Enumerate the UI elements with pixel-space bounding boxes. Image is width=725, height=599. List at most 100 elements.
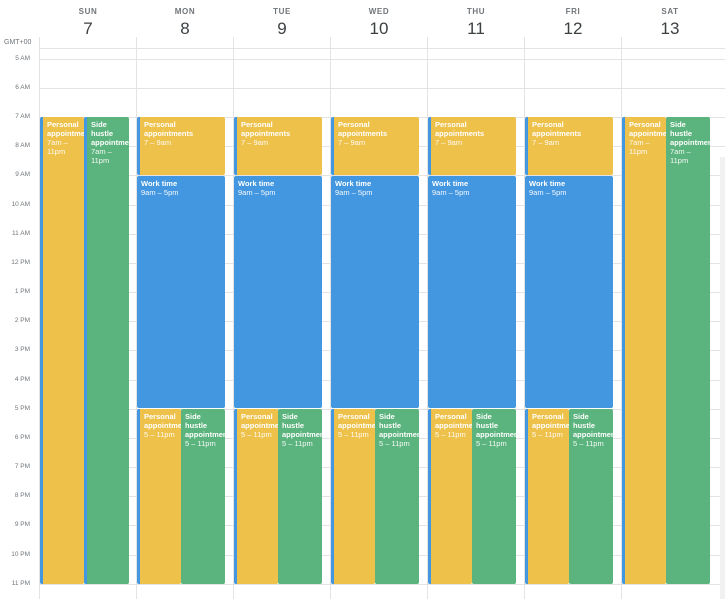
day-number[interactable]: 9 <box>277 19 287 38</box>
event-time: 7 – 9am <box>144 138 172 147</box>
event-side-hustle-appointments[interactable]: Side hustle appointments 5 – 11pm <box>472 409 516 584</box>
day-divider <box>427 37 428 599</box>
day-header-tue[interactable]: TUE 9 <box>234 0 330 48</box>
day-header-thu[interactable]: THU 11 <box>428 0 524 48</box>
hour-label: 1 PM <box>14 288 30 295</box>
event-personal-appointments[interactable]: Personal appointments 5 – 11pm <box>525 409 569 584</box>
event-side-hustle-appointments[interactable]: Side hustle appointments 5 – 11pm <box>278 409 322 584</box>
scrollbar-track[interactable] <box>720 157 725 599</box>
day-header-mon[interactable]: MON 8 <box>137 0 233 48</box>
hour-line <box>39 88 725 89</box>
event-title: Side hustle appointments <box>282 412 322 439</box>
day-divider <box>136 37 137 599</box>
day-header-wed[interactable]: WED 10 <box>331 0 427 48</box>
event-title: Work time <box>529 179 566 188</box>
event-work-time[interactable]: Work time 9am – 5pm <box>331 176 419 408</box>
day-of-week: FRI <box>565 7 581 16</box>
day-of-week: TUE <box>273 7 291 16</box>
day-divider <box>39 37 40 599</box>
event-time: 9am – 5pm <box>238 188 276 197</box>
event-side-hustle-appointments[interactable]: Side hustle appointments 7am – 11pm <box>666 117 710 584</box>
day-number[interactable]: 12 <box>563 19 583 38</box>
event-personal-appointments[interactable]: Personal appointments 5 – 11pm <box>137 409 181 584</box>
event-title: Personal appointments <box>338 120 388 138</box>
event-title: Work time <box>335 179 372 188</box>
event-personal-appointments[interactable]: Personal appointments 7am – 11pm <box>40 117 84 584</box>
hour-label: 8 PM <box>14 492 30 499</box>
event-title: Work time <box>432 179 469 188</box>
hour-label: 9 PM <box>14 521 30 528</box>
event-personal-appointments[interactable]: Personal appointments 5 – 11pm <box>331 409 375 584</box>
event-personal-appointments[interactable]: Personal appointments 5 – 11pm <box>428 409 472 584</box>
day-number[interactable]: 10 <box>369 19 389 38</box>
event-time: 7 – 9am <box>338 138 366 147</box>
hour-label: 7 PM <box>14 463 30 470</box>
day-header-sat[interactable]: SAT 13 <box>622 0 718 48</box>
event-title: Work time <box>238 179 275 188</box>
event-time: 9am – 5pm <box>432 188 470 197</box>
event-time: 5 – 11pm <box>532 430 563 439</box>
day-of-week: SUN <box>78 7 98 16</box>
event-personal-appointments[interactable]: Personal appointments 7am – 11pm <box>622 117 666 584</box>
event-personal-appointments[interactable]: Personal appointments 7 – 9am <box>525 117 613 175</box>
event-personal-appointments[interactable]: Personal appointments 7 – 9am <box>428 117 516 175</box>
grid-top-line <box>39 48 725 49</box>
day-divider <box>524 37 525 599</box>
event-time: 7 – 9am <box>532 138 560 147</box>
hour-label: 10 PM <box>11 551 30 558</box>
event-title: Side hustle appointments <box>379 412 419 439</box>
day-of-week: MON <box>174 7 196 16</box>
event-time: 5 – 11pm <box>185 439 216 448</box>
day-header-sun[interactable]: SUN 7 <box>40 0 136 48</box>
day-divider <box>330 37 331 599</box>
day-number[interactable]: 13 <box>660 19 680 38</box>
event-time: 7 – 9am <box>241 138 269 147</box>
hour-line <box>39 584 725 585</box>
event-work-time[interactable]: Work time 9am – 5pm <box>525 176 613 408</box>
event-time: 5 – 11pm <box>435 430 466 439</box>
event-title: Side hustle appointments <box>185 412 225 439</box>
event-side-hustle-appointments[interactable]: Side hustle appointments 7am – 11pm <box>84 117 129 584</box>
event-time: 5 – 11pm <box>144 430 175 439</box>
event-side-hustle-appointments[interactable]: Side hustle appointments 5 – 11pm <box>375 409 419 584</box>
event-work-time[interactable]: Work time 9am – 5pm <box>428 176 516 408</box>
event-title: Side hustle appointments <box>91 120 129 147</box>
event-title: Personal appointments <box>338 412 375 430</box>
event-title: Side hustle appointments <box>573 412 613 439</box>
event-time: 5 – 11pm <box>379 439 410 448</box>
day-divider <box>233 37 234 599</box>
day-number[interactable]: 7 <box>83 19 93 38</box>
event-work-time[interactable]: Work time 9am – 5pm <box>234 176 322 408</box>
event-personal-appointments[interactable]: Personal appointments 7 – 9am <box>234 117 322 175</box>
event-time: 7am – 11pm <box>629 138 650 156</box>
event-personal-appointments[interactable]: Personal appointments 7 – 9am <box>331 117 419 175</box>
event-personal-appointments[interactable]: Personal appointments 7 – 9am <box>137 117 225 175</box>
event-side-hustle-appointments[interactable]: Side hustle appointments 5 – 11pm <box>569 409 613 584</box>
event-title: Personal appointments <box>532 120 582 138</box>
event-time: 5 – 11pm <box>282 439 313 448</box>
event-time: 5 – 11pm <box>338 430 369 439</box>
day-number[interactable]: 11 <box>467 19 485 38</box>
day-number[interactable]: 8 <box>180 19 190 38</box>
day-header-fri[interactable]: FRI 12 <box>525 0 621 48</box>
event-title: Side hustle appointments <box>476 412 516 439</box>
event-side-hustle-appointments[interactable]: Side hustle appointments 5 – 11pm <box>181 409 225 584</box>
event-title: Work time <box>141 179 178 188</box>
event-time: 5 – 11pm <box>573 439 604 448</box>
hour-line <box>39 59 725 60</box>
event-time: 9am – 5pm <box>141 188 179 197</box>
hour-label: 10 AM <box>11 201 30 208</box>
hour-label: 12 PM <box>11 259 30 266</box>
event-personal-appointments[interactable]: Personal appointments 5 – 11pm <box>234 409 278 584</box>
event-title: Personal appointments <box>144 120 194 138</box>
day-of-week: SAT <box>661 7 679 16</box>
hour-label: 3 PM <box>14 346 30 353</box>
event-title: Personal appointments <box>532 412 569 430</box>
hour-label: 11 PM <box>11 580 30 587</box>
hour-label: 2 PM <box>14 317 30 324</box>
day-divider <box>621 37 622 599</box>
event-title: Personal appointments <box>47 120 84 138</box>
hour-label: 4 PM <box>14 376 30 383</box>
hour-label: 11 AM <box>12 230 30 237</box>
event-work-time[interactable]: Work time 9am – 5pm <box>137 176 225 408</box>
